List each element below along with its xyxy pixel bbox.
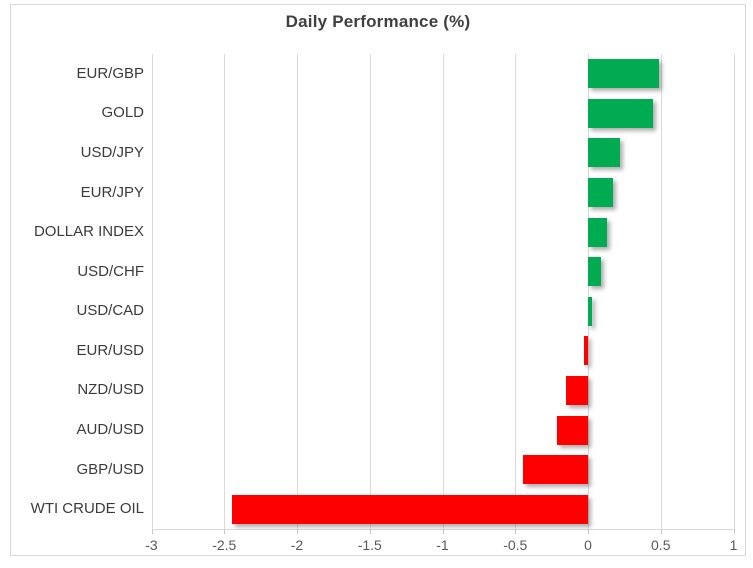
- bar-nzd-usd: [566, 375, 588, 405]
- x-tick-label: -3: [145, 537, 158, 553]
- chart-area: Daily Performance (%) -3 -2.5 -2 -1.5 -1 -0.5…: [10, 4, 746, 556]
- x-tick-label: -1.5: [357, 537, 382, 553]
- x-tick-label: 0.5: [651, 537, 671, 553]
- gridline: [369, 54, 371, 529]
- gridline: [660, 54, 662, 529]
- gridline: [515, 54, 517, 529]
- axis-tick-mark: [369, 529, 371, 534]
- category-label-dollar-index: DOLLAR INDEX: [33, 223, 144, 241]
- x-tick-label: 0: [584, 537, 592, 553]
- axis-tick-mark: [442, 529, 444, 534]
- bar-gold: [588, 98, 654, 128]
- category-label-eur-jpy: EUR/JPY: [80, 183, 144, 201]
- bar-gbp-usd: [522, 455, 588, 485]
- bar-eur-usd: [583, 336, 588, 366]
- gridline: [224, 54, 226, 529]
- category-label-aud-usd: AUD/USD: [76, 421, 144, 439]
- plot-area: -3 -2.5 -2 -1.5 -1 -0.5 0 0.5 1 EUR/GBP GOLD USD/JP…: [11, 5, 745, 555]
- category-label-usd-jpy: USD/JPY: [80, 143, 144, 161]
- bar-usd-chf: [588, 257, 602, 287]
- category-label-gold: GOLD: [101, 104, 144, 122]
- axis-tick-mark: [733, 529, 735, 534]
- gridline: [588, 54, 589, 529]
- gridline: [151, 54, 153, 529]
- bar-dollar-index: [588, 217, 607, 247]
- x-axis-line: [151, 529, 734, 530]
- x-tick-label: -2: [290, 537, 304, 553]
- x-tick-label: -1: [436, 537, 449, 553]
- category-label-usd-cad: USD/CAD: [76, 302, 144, 320]
- gridline: [733, 54, 735, 529]
- category-label-gbp-usd: GBP/USD: [76, 460, 144, 478]
- bar-aud-usd: [557, 415, 588, 445]
- axis-tick-mark: [660, 529, 662, 534]
- gridline: [297, 54, 298, 529]
- category-label-eur-usd: EUR/USD: [76, 341, 144, 359]
- x-tick-label: 1: [729, 537, 738, 553]
- bar-usd-cad: [588, 296, 593, 326]
- bar-eur-gbp: [588, 59, 660, 89]
- axis-tick-mark: [515, 529, 517, 534]
- category-label-wti-crude-oil: WTI CRUDE OIL: [30, 500, 144, 518]
- category-label-eur-gbp: EUR/GBP: [76, 64, 144, 82]
- axis-tick-mark: [588, 529, 589, 534]
- x-tick-label: -0.5: [503, 537, 528, 553]
- gridline: [442, 54, 444, 529]
- bar-usd-jpy: [588, 138, 620, 168]
- bar-eur-jpy: [588, 178, 613, 208]
- x-tick-label: -2.5: [212, 537, 237, 553]
- axis-tick-mark: [297, 529, 298, 534]
- axis-tick-mark: [224, 529, 226, 534]
- chart-title: Daily Performance (%): [285, 12, 471, 31]
- axis-tick-mark: [151, 529, 153, 534]
- bar-wti-crude-oil: [231, 494, 588, 524]
- category-label-usd-chf: USD/CHF: [77, 262, 144, 280]
- category-label-nzd-usd: NZD/USD: [77, 381, 144, 399]
